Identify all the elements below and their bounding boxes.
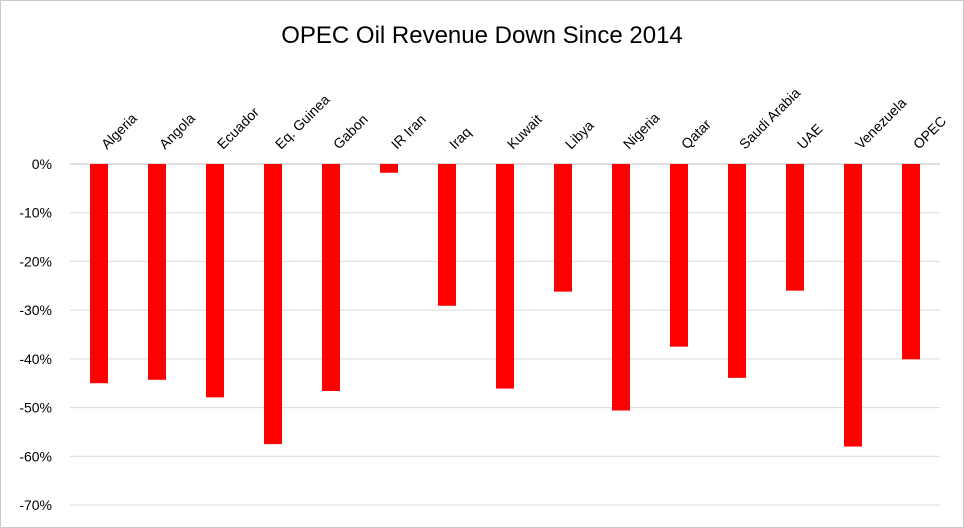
category-label: Venezuela (852, 94, 910, 152)
bar (206, 164, 224, 398)
y-tick-label: -70% (19, 497, 52, 513)
bar (90, 164, 108, 384)
y-tick-label: -50% (19, 400, 52, 416)
bar (322, 164, 340, 392)
category-label: Gabon (330, 111, 371, 152)
y-tick-label: -20% (19, 253, 52, 269)
category-label: Qatar (678, 116, 714, 152)
chart-title: OPEC Oil Revenue Down Since 2014 (281, 22, 683, 49)
bar (670, 164, 688, 347)
bar (728, 164, 746, 378)
category-label: Libya (562, 117, 597, 152)
y-tick-label: 0% (32, 156, 52, 172)
y-tick-label: -60% (19, 448, 52, 464)
category-label: UAE (794, 120, 826, 152)
category-label: Eq. Guinea (272, 91, 333, 152)
category-label: Nigeria (620, 109, 663, 152)
category-label: Algeria (98, 110, 140, 152)
y-tick-label: -30% (19, 302, 52, 318)
bar (438, 164, 456, 306)
category-label: Saudi Arabia (736, 85, 804, 153)
y-tick-label: -10% (19, 205, 52, 221)
y-tick-label: -40% (19, 351, 52, 367)
bar (554, 164, 572, 292)
category-label: Kuwait (504, 111, 545, 152)
bar (264, 164, 282, 445)
category-label: IR Iran (388, 111, 429, 152)
bar (612, 164, 630, 411)
y-axis-ticks: 0% -10% -20% -30% -40% -50% -60% -70% (19, 156, 52, 513)
category-label: OPEC (910, 113, 949, 152)
bar (786, 164, 804, 291)
bar (902, 164, 920, 360)
bar (844, 164, 862, 447)
category-label: Ecuador (214, 104, 262, 152)
bar (148, 164, 166, 380)
bars (90, 164, 920, 447)
category-label: Angola (156, 110, 198, 152)
category-label: Iraq (446, 124, 474, 152)
bar (496, 164, 514, 389)
bar (380, 164, 398, 173)
